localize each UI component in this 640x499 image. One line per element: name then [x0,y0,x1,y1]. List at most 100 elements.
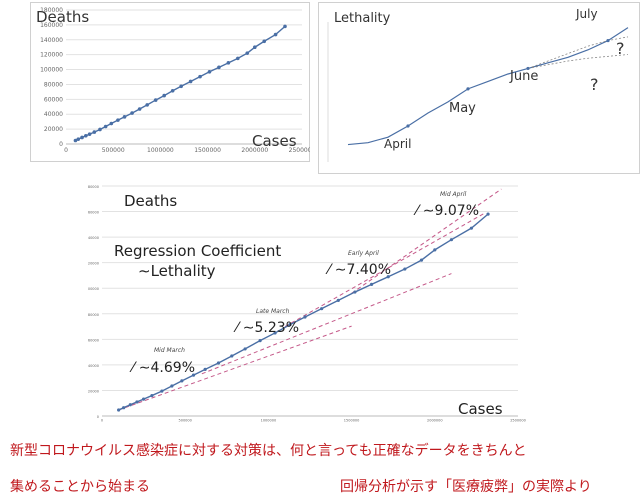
data-point [253,45,257,50]
regression-svg: 0 20000 40000 60000 80000 100000 120000 140000 1… [86,185,526,423]
data-point [122,115,127,119]
y-tick-label: 60000 [88,338,99,342]
y-tick-label: 0 [59,141,63,148]
data-point [273,32,278,37]
y-tick-label: 120000 [40,52,63,59]
deaths-vs-cases-chart: 0 20000 40000 60000 80000 100000 120000 140000 1… [30,2,316,162]
projection-line [527,36,629,69]
data-point [128,403,132,407]
deaths-vs-cases-svg: 0 20000 40000 60000 80000 100000 120000 140000 1… [30,2,316,162]
x-axis-label: Cases [458,400,503,418]
data-point [353,290,357,294]
caption-line-1: 新型コロナウイルス感染症に対する対策は、何と言っても正確なデータをきちんと [10,443,527,459]
y-tick-label: 100000 [88,287,99,291]
data-point [273,331,277,335]
data-point [137,107,142,111]
x-tick-label: 500000 [179,419,192,423]
slope-label: ⁄ ∼5.23% [233,320,299,336]
data-point [160,389,164,393]
data-point [130,111,134,115]
data-point [162,93,166,98]
caption-line-2: 集めることから始まる [10,479,150,495]
data-point [80,135,84,140]
lethality-chart: Lethality April May June July?? [318,2,640,174]
x-tick-label: 1500000 [194,147,221,154]
y-tick-label: 160000 [88,211,99,215]
data-point [243,347,247,351]
data-point [262,39,267,44]
chart-frame [30,2,310,162]
data-point [320,307,324,311]
data-point [116,118,120,122]
annotation-label: ? [616,39,625,58]
data-point [469,226,474,230]
chart-title: Deaths [36,8,89,26]
data-point [230,354,234,358]
data-point [180,379,184,383]
data-point [245,51,250,55]
x-tick-label: 2500000 [289,147,310,154]
data-point [419,258,424,262]
data-point [76,137,81,141]
y-tick-label: 40000 [44,111,63,118]
annotation-label: April [384,137,411,151]
data-point [122,406,126,410]
data-point [84,134,88,138]
data-point [188,79,193,84]
period-label: Early April [348,250,379,257]
x-tick-label: 0 [64,147,68,154]
data-point [486,212,490,216]
y-tick-label: 20000 [88,389,99,393]
x-tick-label: 2000000 [427,419,443,423]
month-marker [606,38,610,43]
regression-line [284,212,485,327]
data-point [226,61,231,65]
y-tick-label: 0 [97,415,99,419]
data-point [103,124,108,129]
data-point [170,88,175,93]
period-label: Mid April [440,191,467,198]
data-point [150,393,154,398]
data-point [98,127,102,132]
data-point [198,74,202,79]
x-tick-label: 2500000 [510,419,526,423]
y-tick-label: 120000 [88,262,99,266]
data-point [203,367,207,371]
data-point [369,282,374,286]
lethality-svg: Lethality April May June July?? [318,2,640,174]
annotation-label: ? [590,75,599,94]
x-tick-label: 1000000 [261,419,277,423]
data-point [336,298,340,302]
annotation-label: July [575,7,598,21]
y-tick-label: 80000 [44,81,63,88]
month-marker [406,124,410,128]
data-point [403,267,407,271]
slope-label: ⁄ ∼4.69% [129,360,195,376]
chart-title: Lethality [334,11,391,26]
regression-line [201,273,452,375]
data-point [135,400,139,404]
data-point [117,408,121,412]
data-point [207,69,212,74]
slope-label: ⁄ ∼7.40% [325,262,391,278]
data-point [73,138,78,143]
y-tick-label: 100000 [40,67,63,74]
chart-subtitle-line2: ∼Lethality [138,262,216,280]
regression-line [351,188,502,294]
data-point [283,24,287,29]
y-tick-label: 40000 [88,364,99,368]
x-tick-label: 2000000 [241,147,268,154]
data-point [433,248,437,252]
data-point [153,98,158,102]
data-point [109,121,114,126]
y-tick-label: 160000 [40,22,63,29]
x-tick-label: 1000000 [147,147,174,154]
data-point [142,397,146,401]
data-point [145,103,149,107]
x-tick-label: 500000 [102,147,125,154]
y-tick-label: 180000 [88,185,99,189]
data-point [191,373,196,377]
data-point [258,339,262,343]
caption-source: 回帰分析が示す「医療疲弊」の実際より [340,479,592,495]
regression-line [118,325,352,411]
